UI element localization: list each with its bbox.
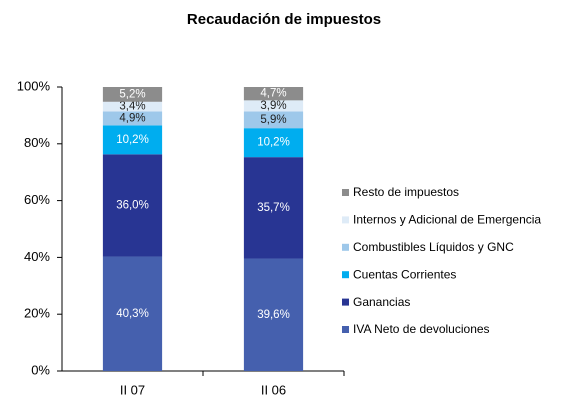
value-label: 3,9% (260, 100, 286, 112)
legend-swatch (342, 216, 349, 224)
bar-segment (243, 157, 304, 259)
value-label: 4,7% (260, 88, 286, 100)
legend-label: Resto de impuestos (353, 185, 459, 199)
x-tick-label: II 06 (261, 382, 286, 397)
bar-segment (243, 128, 304, 158)
legend-label: IVA Neto de devoluciones (353, 322, 490, 336)
bar-segment (102, 154, 163, 257)
legend-label: Ganancias (353, 295, 410, 309)
value-label: 40,3% (116, 308, 149, 320)
bar-segment (102, 101, 163, 112)
y-tick-label: 60% (24, 192, 50, 207)
legend-swatch (342, 298, 349, 306)
bar-segment (243, 258, 304, 371)
x-tick-label: II 07 (120, 382, 145, 397)
bar-segment (102, 87, 163, 102)
value-label: 39,6% (257, 309, 290, 321)
bar-segment (102, 125, 163, 155)
value-label: 5,9% (260, 114, 286, 126)
bar-segment (102, 111, 163, 126)
y-tick-label: 40% (24, 249, 50, 264)
chart-title: Recaudación de impuestos (187, 11, 381, 28)
y-tick-label: 80% (24, 135, 50, 150)
legend-swatch (342, 243, 349, 251)
y-tick-label: 20% (24, 306, 50, 321)
value-label: 36,0% (116, 199, 149, 211)
y-tick-label: 0% (31, 362, 50, 377)
legend-label: Combustibles Líquidos y GNC (353, 240, 514, 254)
y-tick-label: 100% (17, 78, 51, 93)
value-label: 35,7% (257, 202, 290, 214)
value-label: 10,2% (116, 134, 149, 146)
value-label: 5,2% (119, 88, 145, 100)
legend-swatch (342, 189, 349, 196)
value-label: 10,2% (257, 137, 290, 149)
bar-segment (243, 87, 304, 101)
value-label: 3,4% (119, 101, 145, 113)
bar-segment (243, 100, 304, 112)
bar-segment (243, 111, 304, 129)
legend-label: Cuentas Corrientes (353, 267, 456, 281)
bar-segment (102, 256, 163, 371)
value-label: 4,9% (119, 112, 145, 124)
legend-swatch (342, 271, 349, 279)
legend-swatch (342, 326, 349, 333)
legend-label: Internos y Adicional de Emergencia (353, 213, 541, 227)
